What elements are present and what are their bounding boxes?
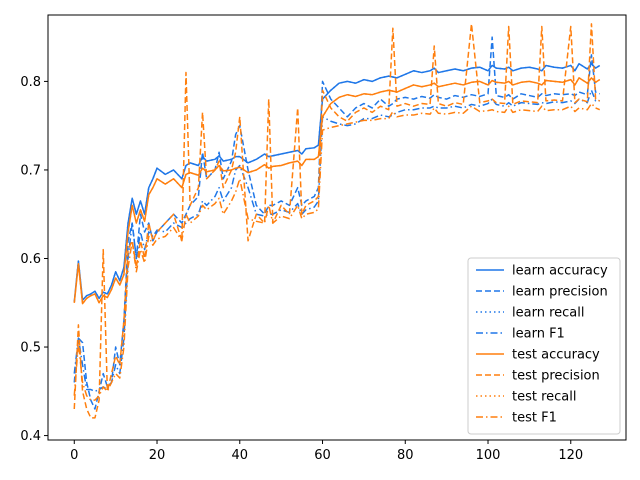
x-tick-label: 60: [314, 448, 331, 463]
series-layer: [73, 23, 601, 419]
y-tick-label: 0.4: [20, 429, 41, 444]
legend-box: [467, 257, 621, 435]
legend-label-learn-precision: learn precision: [512, 285, 608, 300]
axes-layer: 0 20 40 60 80 100 120 0.4 0.5 0.6 0.7 0.8: [20, 75, 583, 463]
y-tick-label: 0.7: [20, 163, 41, 178]
x-tick-label: 100: [476, 448, 501, 463]
legend-label-test-accuracy: test accuracy: [512, 348, 600, 363]
x-tick-label: 0: [70, 448, 78, 463]
series-line-test-recall: [73, 77, 601, 305]
plot-frame: [47, 14, 627, 441]
series-line-test-f1: [73, 102, 601, 401]
legend-label-learn-f1: learn F1: [512, 327, 565, 342]
series-line-learn-recall: [73, 62, 601, 302]
legend-label-test-f1: test F1: [512, 411, 557, 426]
x-tick-label: 120: [558, 448, 583, 463]
x-tick-label: 20: [149, 448, 166, 463]
legend: learn accuracy learn precision learn recal…: [467, 257, 621, 435]
y-tick-label: 0.8: [20, 75, 41, 90]
series-line-learn-f1: [73, 89, 600, 393]
series-line-test-precision: [73, 23, 601, 419]
legend-label-learn-recall: learn recall: [512, 306, 584, 321]
x-tick-label: 80: [397, 448, 414, 463]
x-tick-label: 40: [231, 448, 248, 463]
series-line-learn-precision: [73, 36, 601, 410]
legend-label-test-recall: test recall: [512, 390, 577, 405]
legend-label-test-precision: test precision: [512, 369, 600, 384]
y-tick-label: 0.5: [20, 341, 41, 356]
legend-label-learn-accuracy: learn accuracy: [512, 264, 608, 279]
y-tick-label: 0.6: [20, 252, 41, 267]
